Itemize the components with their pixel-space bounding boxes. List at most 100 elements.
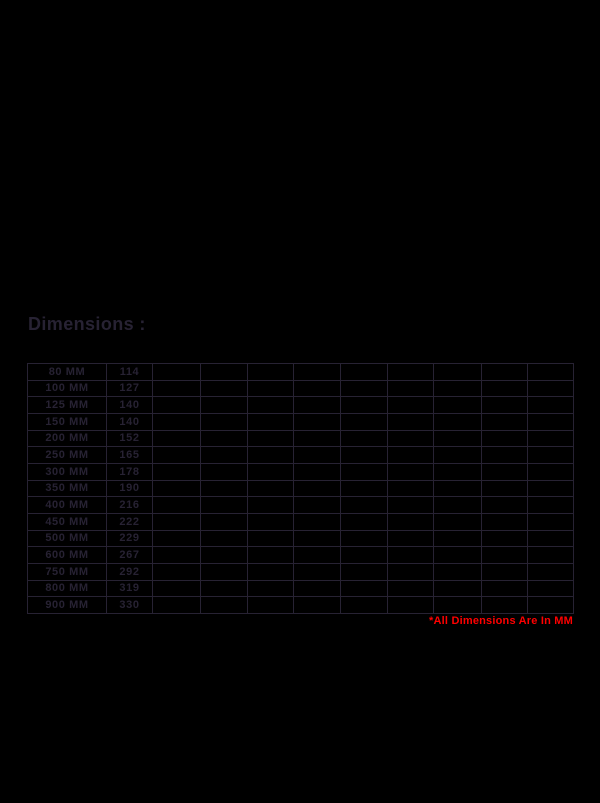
empty-cell — [340, 363, 388, 381]
empty-cell — [387, 412, 434, 431]
size-cell: 125 MM — [27, 396, 107, 414]
empty-cell — [247, 379, 294, 398]
empty-cell — [152, 529, 201, 548]
table-row: 500 MM 229 — [27, 529, 574, 548]
empty-cell — [527, 446, 574, 464]
empty-cell — [247, 512, 294, 531]
size-cell: 800 MM — [27, 579, 107, 598]
empty-cell — [293, 462, 341, 481]
empty-cell — [293, 546, 341, 564]
empty-cell — [152, 379, 201, 398]
empty-cell — [247, 396, 294, 414]
empty-cell — [481, 462, 528, 481]
empty-cell — [200, 479, 248, 498]
empty-cell — [200, 512, 248, 531]
value-cell: 140 — [106, 412, 153, 431]
size-cell: 250 MM — [27, 446, 107, 464]
empty-cell — [340, 496, 388, 514]
empty-cell — [481, 579, 528, 598]
empty-cell — [200, 529, 248, 548]
empty-cell — [152, 396, 201, 414]
empty-cell — [387, 429, 434, 448]
table-row: 200 MM 152 — [27, 429, 574, 448]
empty-cell — [247, 412, 294, 431]
empty-cell — [152, 579, 201, 598]
empty-cell — [387, 462, 434, 481]
table-row: 800 MM 319 — [27, 579, 574, 598]
value-cell: 292 — [106, 562, 153, 581]
empty-cell — [247, 562, 294, 581]
empty-cell — [293, 429, 341, 448]
empty-cell — [247, 546, 294, 564]
empty-cell — [340, 546, 388, 564]
empty-cell — [387, 396, 434, 414]
empty-cell — [293, 496, 341, 514]
empty-cell — [340, 412, 388, 431]
empty-cell — [293, 479, 341, 498]
empty-cell — [247, 363, 294, 381]
size-cell: 350 MM — [27, 479, 107, 498]
empty-cell — [293, 512, 341, 531]
value-cell: 267 — [106, 546, 153, 564]
size-cell: 450 MM — [27, 512, 107, 531]
empty-cell — [387, 596, 434, 614]
empty-cell — [152, 446, 201, 464]
empty-cell — [527, 396, 574, 414]
empty-cell — [152, 412, 201, 431]
empty-cell — [433, 462, 482, 481]
empty-cell — [200, 462, 248, 481]
empty-cell — [433, 512, 482, 531]
empty-cell — [247, 596, 294, 614]
empty-cell — [527, 562, 574, 581]
empty-cell — [200, 496, 248, 514]
empty-cell — [200, 579, 248, 598]
empty-cell — [481, 429, 528, 448]
empty-cell — [527, 546, 574, 564]
size-cell: 300 MM — [27, 462, 107, 481]
empty-cell — [481, 363, 528, 381]
size-cell: 600 MM — [27, 546, 107, 564]
empty-cell — [340, 562, 388, 581]
empty-cell — [247, 496, 294, 514]
product-image-area — [0, 0, 600, 300]
dimensions-heading: Dimensions : — [28, 314, 146, 334]
empty-cell — [340, 529, 388, 548]
empty-cell — [433, 396, 482, 414]
size-cell: 80 MM — [27, 363, 107, 381]
empty-cell — [481, 562, 528, 581]
empty-cell — [200, 596, 248, 614]
empty-cell — [293, 396, 341, 414]
empty-cell — [527, 579, 574, 598]
empty-cell — [387, 529, 434, 548]
empty-cell — [200, 412, 248, 431]
size-cell: 100 MM — [27, 379, 107, 398]
empty-cell — [200, 396, 248, 414]
empty-cell — [293, 579, 341, 598]
empty-cell — [340, 512, 388, 531]
empty-cell — [481, 379, 528, 398]
empty-cell — [247, 446, 294, 464]
empty-cell — [481, 512, 528, 531]
empty-cell — [152, 512, 201, 531]
size-cell: 150 MM — [27, 412, 107, 431]
empty-cell — [247, 529, 294, 548]
empty-cell — [152, 562, 201, 581]
table-row: 125 MM 140 — [27, 396, 574, 414]
empty-cell — [527, 479, 574, 498]
empty-cell — [152, 596, 201, 614]
empty-cell — [152, 496, 201, 514]
empty-cell — [387, 446, 434, 464]
value-cell: 140 — [106, 396, 153, 414]
empty-cell — [527, 363, 574, 381]
value-cell: 178 — [106, 462, 153, 481]
empty-cell — [200, 363, 248, 381]
table-row: 250 MM 165 — [27, 446, 574, 464]
empty-cell — [293, 379, 341, 398]
empty-cell — [340, 446, 388, 464]
empty-cell — [152, 479, 201, 498]
empty-cell — [527, 462, 574, 481]
empty-cell — [387, 363, 434, 381]
empty-cell — [527, 429, 574, 448]
empty-cell — [387, 546, 434, 564]
empty-cell — [387, 379, 434, 398]
